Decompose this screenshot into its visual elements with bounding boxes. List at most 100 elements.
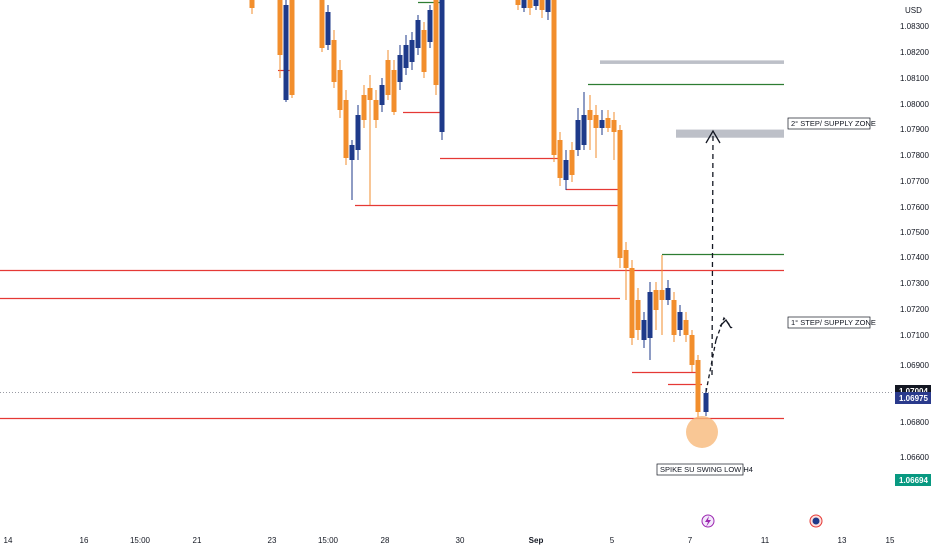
candle-body bbox=[337, 70, 343, 110]
candle-7 bbox=[337, 60, 343, 118]
candle-body bbox=[629, 268, 635, 338]
price-badge-2 bbox=[895, 474, 931, 486]
y-tick-6: 1.07700 bbox=[900, 177, 929, 186]
candle-36 bbox=[581, 92, 587, 150]
candle-body bbox=[647, 292, 653, 338]
x-tick-0: 14 bbox=[4, 536, 13, 545]
x-tick-2: 15:00 bbox=[130, 536, 151, 545]
candle-6 bbox=[331, 30, 337, 88]
annotation-spike-box bbox=[656, 463, 744, 476]
x-tick-11: 11 bbox=[761, 536, 770, 545]
y-tick-0: 1.08300 bbox=[900, 22, 929, 31]
price-badge-label-0: 1.07004 bbox=[899, 387, 928, 396]
candle-15 bbox=[385, 50, 391, 100]
candle-35 bbox=[575, 108, 581, 156]
candle-14 bbox=[379, 78, 385, 112]
x-tick-6: 28 bbox=[381, 536, 390, 545]
candle-49 bbox=[659, 255, 665, 335]
time-axis: 14 16 15:00 21 23 15:00 28 30 Sep 5 7 11 13 15 bbox=[0, 514, 932, 550]
candle-body bbox=[277, 0, 283, 55]
candle-body bbox=[671, 300, 677, 335]
candle-48 bbox=[653, 282, 659, 330]
candle-body bbox=[593, 115, 599, 128]
y-tick-7: 1.07600 bbox=[900, 203, 929, 212]
candle-body bbox=[373, 100, 379, 120]
candle-body bbox=[391, 70, 397, 112]
price-badge-label-2: 1.06694 bbox=[899, 476, 928, 485]
candle-body bbox=[361, 95, 367, 120]
annotation-overlay: 2° STEP/ SUPPLY ZONE 1° STEP/ SUPPLY ZONE… bbox=[656, 117, 876, 476]
price-badge-label-1: 1.06975 bbox=[899, 394, 928, 403]
y-tick-13: 1.06900 bbox=[900, 361, 929, 370]
candle-56 bbox=[703, 388, 709, 416]
candle-50 bbox=[665, 280, 671, 305]
candle-body bbox=[611, 120, 617, 132]
x-tick-12: 13 bbox=[838, 536, 847, 545]
candle-body bbox=[605, 118, 611, 128]
y-tick-10: 1.07300 bbox=[900, 279, 929, 288]
candle-body bbox=[325, 12, 331, 45]
y-tick-14: 1.06800 bbox=[900, 418, 929, 427]
candle-11 bbox=[361, 85, 367, 128]
candle-44 bbox=[629, 260, 635, 345]
annotation-spike-label: SPIKE SU SWING LOW H4 bbox=[660, 465, 753, 474]
x-tick-8: Sep bbox=[529, 536, 544, 545]
candle-body bbox=[641, 320, 647, 340]
candle-53 bbox=[683, 312, 689, 342]
candle-body bbox=[581, 115, 587, 145]
y-tick-11: 1.07200 bbox=[900, 305, 929, 314]
candle-body bbox=[331, 40, 337, 82]
candle-body bbox=[539, 0, 545, 10]
y-tick-1: 1.08200 bbox=[900, 48, 929, 57]
swing-low-highlight bbox=[686, 416, 718, 448]
candle-body bbox=[355, 115, 361, 150]
candles bbox=[249, 0, 709, 418]
candle-31 bbox=[551, 0, 557, 162]
candle-10 bbox=[355, 105, 361, 160]
candle-body bbox=[349, 145, 355, 160]
candle-body bbox=[379, 85, 385, 105]
candle-body bbox=[433, 0, 439, 85]
x-tick-4: 23 bbox=[268, 536, 277, 545]
candle-12 bbox=[367, 75, 373, 205]
candle-body bbox=[249, 0, 255, 8]
candle-19 bbox=[409, 32, 415, 70]
candle-body bbox=[623, 250, 629, 268]
candle-27 bbox=[527, 0, 533, 15]
candle-body bbox=[677, 312, 683, 330]
candle-32 bbox=[557, 132, 563, 186]
candle-54 bbox=[689, 330, 695, 372]
y-tick-3: 1.08000 bbox=[900, 100, 929, 109]
candle-body bbox=[653, 290, 659, 310]
x-tick-13: 15 bbox=[886, 536, 895, 545]
candle-47 bbox=[647, 282, 653, 360]
y-tick-8: 1.07500 bbox=[900, 228, 929, 237]
candle-28 bbox=[533, 0, 539, 10]
candle-5 bbox=[325, 5, 331, 50]
projection-dashed-3 bbox=[711, 133, 714, 376]
candle-16 bbox=[391, 60, 397, 115]
candle-52 bbox=[677, 305, 683, 336]
candle-8 bbox=[343, 90, 349, 165]
candle-body bbox=[397, 55, 403, 82]
candle-20 bbox=[415, 15, 421, 55]
candle-17 bbox=[397, 45, 403, 90]
candle-55 bbox=[695, 355, 701, 418]
price-axis-bg bbox=[894, 0, 932, 530]
candle-41 bbox=[611, 112, 617, 160]
candle-body bbox=[343, 100, 349, 158]
candle-body bbox=[403, 45, 409, 68]
candle-30 bbox=[545, 0, 551, 20]
candle-2 bbox=[283, 0, 289, 102]
arrow-head-small bbox=[719, 318, 732, 329]
candle-body bbox=[427, 10, 433, 42]
candle-body bbox=[521, 0, 527, 8]
time-axis-bg bbox=[0, 530, 932, 550]
candle-body bbox=[283, 5, 289, 100]
arrow-head-up bbox=[705, 129, 721, 144]
candle-body bbox=[515, 0, 521, 5]
x-tick-3: 21 bbox=[193, 536, 202, 545]
candle-body bbox=[563, 160, 569, 180]
candle-21 bbox=[421, 22, 427, 78]
